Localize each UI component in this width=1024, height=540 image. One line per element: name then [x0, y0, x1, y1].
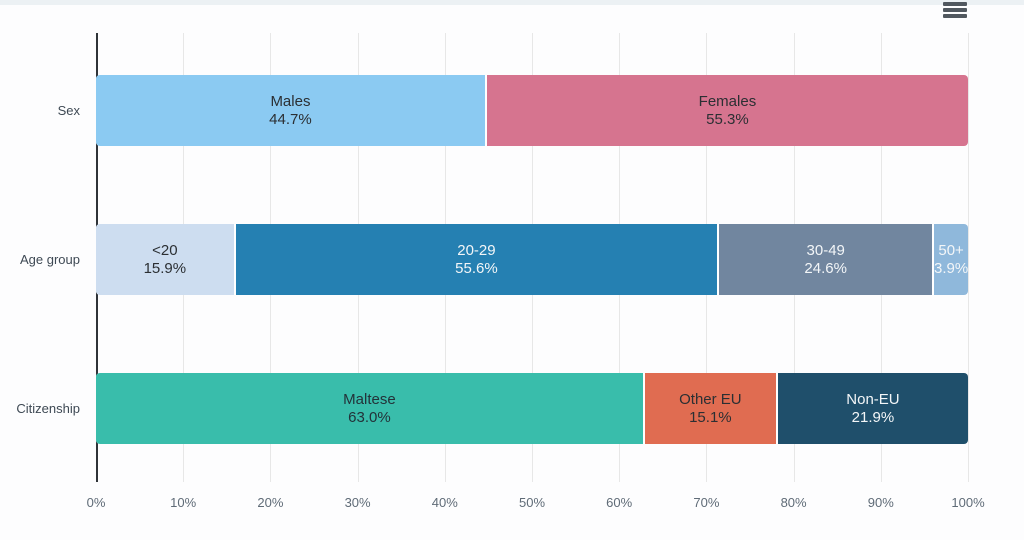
bar-segment-age-group--20[interactable]: <20 15.9% [96, 224, 234, 295]
bar-segment-age-group-20-29[interactable]: 20-29 55.6% [235, 224, 718, 295]
segment-value: 3.9% [934, 259, 968, 277]
bar-segment-citizenship-maltese[interactable]: Maltese 63.0% [96, 373, 643, 444]
segment-value: 21.9% [851, 408, 895, 426]
x-axis-tick-label: 70% [693, 495, 720, 510]
bar-track: Males 44.7% Females 55.3% [96, 75, 968, 146]
x-axis-tick-label: 10% [170, 495, 197, 510]
gridline [968, 33, 969, 482]
bar-segment-sex-males[interactable]: Males 44.7% [96, 75, 485, 146]
segment-label: 30-49 [806, 241, 845, 259]
hamburger-icon [943, 2, 967, 6]
segment-label: 50+ [938, 241, 964, 259]
segment-value: 63.0% [348, 408, 391, 426]
bar-track: <20 15.9% 20-29 55.6% 30-49 24.6% 50+ 3.9% [96, 224, 968, 295]
segment-label: Non-EU [846, 390, 900, 408]
bar-track: Maltese 63.0% Other EU 15.1% Non-EU 21.9% [96, 373, 968, 444]
x-axis-tick-label: 0% [86, 495, 106, 510]
category-label: Citizenship [16, 401, 80, 416]
x-axis-tick-label: 60% [606, 495, 633, 510]
x-axis-tick-label: 40% [431, 495, 458, 510]
hamburger-icon [943, 14, 967, 18]
x-axis-tick-label: 20% [257, 495, 284, 510]
chart-context-menu-button[interactable] [941, 0, 969, 22]
segment-label: <20 [152, 241, 178, 259]
segment-label: 20-29 [457, 241, 496, 259]
segment-value: 44.7% [269, 110, 312, 128]
segment-value: 15.9% [143, 259, 187, 277]
x-axis-tick-label: 80% [780, 495, 807, 510]
bar-segment-age-group-50-[interactable]: 50+ 3.9% [934, 224, 968, 295]
segment-value: 55.6% [455, 259, 498, 277]
x-axis-tick-label: 100% [951, 495, 985, 510]
bar-segment-age-group-30-49[interactable]: 30-49 24.6% [719, 224, 933, 295]
category-label: Age group [20, 252, 80, 267]
segment-label: Males [270, 92, 311, 110]
x-axis-tick-label: 30% [344, 495, 371, 510]
segment-value: 55.3% [706, 110, 749, 128]
segment-label: Other EU [679, 390, 742, 408]
segment-label: Maltese [343, 390, 396, 408]
x-axis-tick-label: 50% [518, 495, 546, 510]
segment-value: 15.1% [689, 408, 732, 426]
page-top-strip [0, 0, 1024, 5]
bar-segment-sex-females[interactable]: Females 55.3% [486, 75, 968, 146]
bar-segment-citizenship-non-eu[interactable]: Non-EU 21.9% [777, 373, 968, 444]
x-axis-tick-label: 90% [867, 495, 894, 510]
segment-value: 24.6% [804, 259, 847, 277]
bar-segment-citizenship-other-eu[interactable]: Other EU 15.1% [644, 373, 776, 444]
category-label: Sex [57, 103, 80, 118]
hamburger-icon [943, 8, 967, 12]
segment-label: Females [698, 92, 757, 110]
